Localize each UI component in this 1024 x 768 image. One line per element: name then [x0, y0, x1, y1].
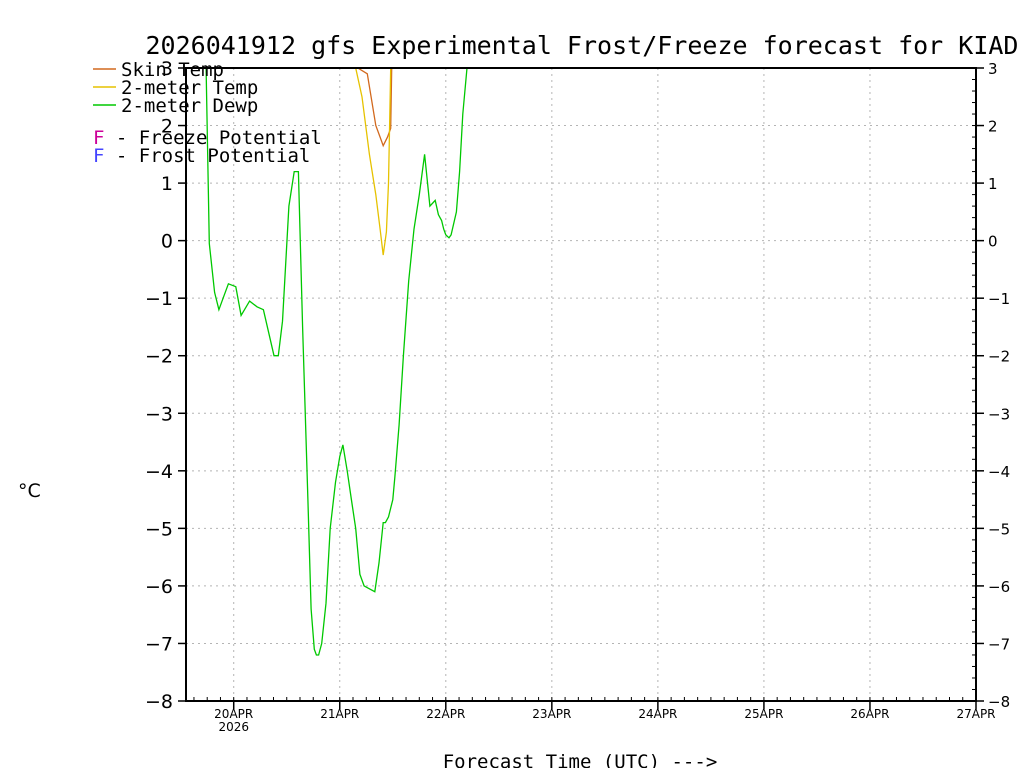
y-tick-label: −3 [145, 403, 173, 425]
y-tick-label: −8 [145, 691, 173, 713]
y-tick-label-right: −7 [988, 635, 1010, 653]
series-line-2 [205, 68, 492, 656]
legend-label: 2-meter Dewp [121, 95, 258, 117]
y-axis-left: 3 2 1 0 −1 −2 −3 −4 −5 −6 −7 −8 [145, 58, 186, 713]
x-tick-label: 25APR [744, 707, 783, 721]
y-tick-label: −1 [145, 288, 173, 310]
x-tick-label: 27APR [956, 707, 995, 721]
y-tick-label: 2 [161, 116, 173, 138]
y-tick-label-right: −2 [988, 348, 1010, 366]
y-tick-label-right: 3 [988, 60, 998, 78]
y-tick-label: 3 [161, 58, 173, 80]
x-tick-label: 21APR [320, 707, 359, 721]
potential-legend-entry: F - Frost Potential [93, 145, 310, 167]
series-line-1 [355, 68, 392, 256]
series-layer [205, 68, 492, 656]
y-tick-label: −4 [145, 461, 173, 483]
x-tick-sublabel: 2026 [218, 720, 249, 734]
y-tick-label: 1 [161, 173, 173, 195]
x-tick-label: 26APR [850, 707, 889, 721]
y-tick-label-right: −3 [988, 405, 1010, 423]
y-tick-label-right: 1 [988, 175, 998, 193]
y-tick-label-right: 2 [988, 118, 998, 136]
plot-frame [185, 67, 977, 702]
y-tick-label-right: −6 [988, 578, 1010, 596]
x-tick-label: 22APR [426, 707, 465, 721]
x-tick-label: 23APR [532, 707, 571, 721]
x-tick-label: 20APR [214, 707, 253, 721]
chart-title: 2026041912 gfs Experimental Frost/Freeze… [146, 31, 1019, 60]
x-axis-label: Forecast Time (UTC) ---> [443, 751, 718, 768]
legend-label: Skin Temp [121, 59, 224, 81]
y-tick-label-right: −8 [988, 693, 1010, 711]
legend-label: 2-meter Temp [121, 77, 258, 99]
y-tick-label-right: −4 [988, 463, 1010, 481]
y-tick-label: −6 [145, 576, 173, 598]
y-tick-label-right: −1 [988, 290, 1010, 308]
x-tick-label: 24APR [638, 707, 677, 721]
y-tick-label: −2 [145, 346, 173, 368]
y-axis-right: 3 2 1 0 −1 −2 −3 −4 −5 −6 −7 −8 [972, 60, 1010, 711]
y-tick-label: −5 [145, 518, 173, 540]
y-axis-label: °C [18, 480, 41, 502]
y-tick-label-right: −5 [988, 520, 1010, 538]
y-tick-label: −7 [145, 633, 173, 655]
potential-legend-entry: F - Freeze Potential [93, 127, 322, 149]
y-tick-label: 0 [161, 231, 173, 253]
y-tick-label-right: 0 [988, 233, 998, 251]
